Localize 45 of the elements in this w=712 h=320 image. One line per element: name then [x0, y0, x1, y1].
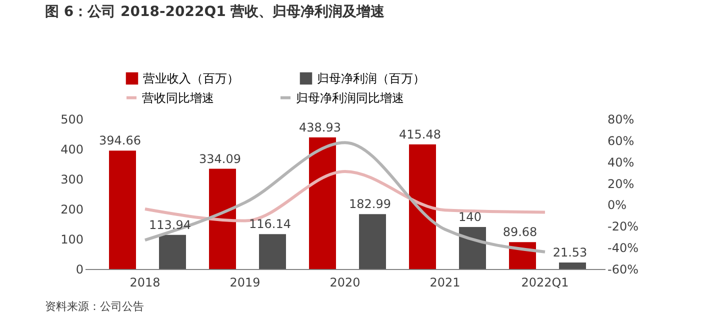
y2-tick-label: -60% — [608, 262, 639, 276]
y2-tick-label: 60% — [608, 134, 634, 148]
data-label: 116.14 — [249, 217, 291, 232]
legend-label: 营业收入（百万） — [143, 71, 239, 86]
y-tick-label: 100 — [60, 232, 84, 246]
data-label: 334.09 — [199, 152, 241, 166]
bar — [359, 214, 386, 269]
data-label: 89.68 — [502, 225, 538, 240]
x-tick-label: 2020 — [330, 276, 360, 290]
x-tick-label: 2022Q1 — [521, 276, 569, 290]
y2-tick-label: -20% — [608, 220, 639, 234]
legend-label: 归母净利润（百万） — [317, 71, 425, 86]
line-series — [144, 141, 546, 254]
chart-title: 图 6：公司 2018-2022Q1 营收、归母净利润及增速 — [45, 3, 386, 20]
text: 资料来源：公司公告 — [45, 300, 144, 313]
y-tick-label: 400 — [60, 142, 84, 156]
y-tick-label: 500 — [60, 112, 84, 126]
bar — [259, 234, 286, 269]
data-label: 415.48 — [399, 127, 441, 142]
y-tick-label: 300 — [60, 172, 84, 186]
y2-tick-label: 0% — [608, 198, 627, 212]
legend-label: 营收同比增速 — [142, 90, 214, 105]
x-tick-label: 2019 — [230, 276, 260, 290]
data-label: 21.53 — [552, 246, 588, 260]
y2-tick-label: 40% — [608, 155, 634, 170]
bar — [209, 168, 236, 269]
x-tick-label: 2018 — [130, 276, 160, 290]
legend-label: 归母净利润同比增速 — [296, 90, 404, 105]
data-label: 438.93 — [299, 120, 341, 134]
data-label: 113.94 — [149, 218, 191, 232]
bar — [459, 227, 486, 269]
bar — [109, 150, 136, 269]
bar — [409, 144, 436, 269]
bar — [309, 137, 336, 269]
y-tick-label: 200 — [60, 202, 84, 216]
bar — [559, 262, 586, 269]
data-label: 140 — [458, 210, 482, 224]
x-tick-label: 2021 — [430, 276, 460, 290]
y2-tick-label: -40% — [608, 241, 639, 256]
y2-tick-label: 80% — [608, 112, 634, 126]
bar — [159, 234, 186, 269]
data-label: 182.99 — [349, 197, 391, 212]
data-label: 394.66 — [99, 134, 141, 148]
y2-tick-label: 20% — [608, 176, 634, 191]
y-tick-label: 0 — [76, 262, 84, 276]
